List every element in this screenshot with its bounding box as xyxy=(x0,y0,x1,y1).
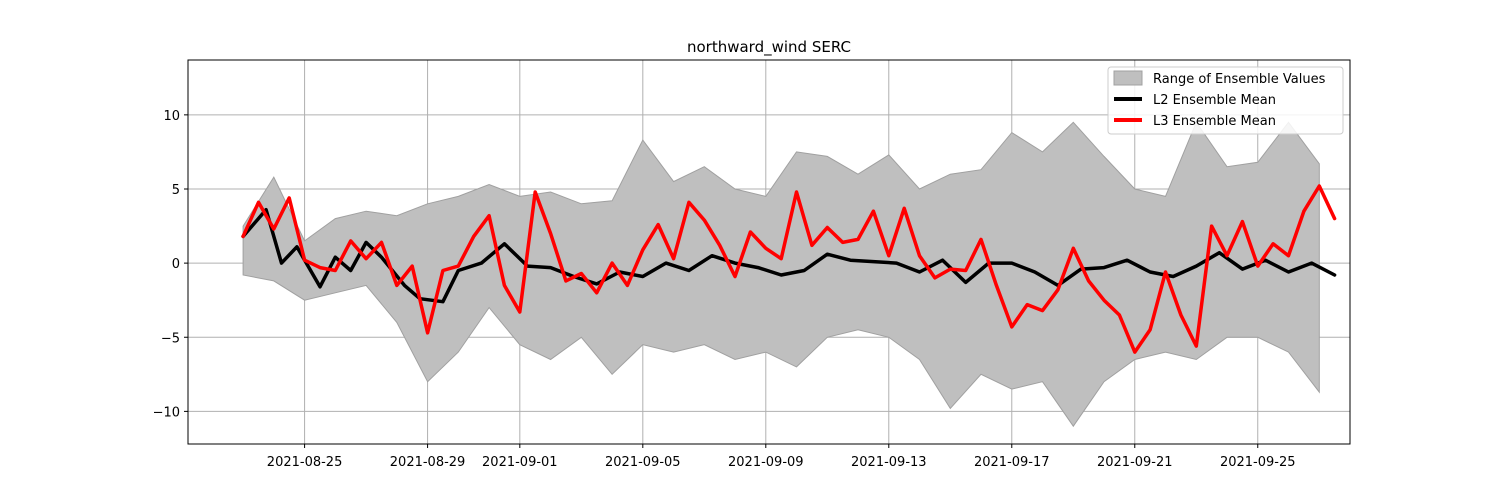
x-tick-label: 2021-09-21 xyxy=(1097,455,1173,470)
y-tick-label: 10 xyxy=(163,109,180,124)
x-tick-label: 2021-09-05 xyxy=(605,455,681,470)
x-axis: 2021-08-25 2021-08-29 2021-09-01 2021-09-05… xyxy=(267,444,1296,470)
x-tick-label: 2021-09-17 xyxy=(974,455,1050,470)
x-tick-label: 2021-09-13 xyxy=(851,455,927,470)
y-axis: −10 −5 0 5 10 xyxy=(153,109,188,420)
legend-swatch-range xyxy=(1113,70,1143,86)
series-lines xyxy=(241,184,1337,354)
x-tick-label: 2021-09-01 xyxy=(482,455,558,470)
l3-ensemble-mean-line xyxy=(241,184,1337,354)
y-tick-label: 5 xyxy=(172,183,180,198)
plot-frame xyxy=(187,59,1351,445)
x-tick-label: 2021-09-25 xyxy=(1220,455,1296,470)
legend-label-l3: L3 Ensemble Mean xyxy=(1153,114,1276,129)
legend-label-range: Range of Ensemble Values xyxy=(1153,72,1326,87)
x-tick-label: 2021-08-29 xyxy=(390,455,466,470)
chart-title: northward_wind SERC xyxy=(687,38,851,57)
legend: Range of Ensemble Values L2 Ensemble Mea… xyxy=(1107,66,1344,135)
x-tick-label: 2021-09-09 xyxy=(728,455,804,470)
legend-label-l2: L2 Ensemble Mean xyxy=(1153,93,1276,108)
legend-box xyxy=(1107,66,1344,135)
y-tick-label: −5 xyxy=(161,331,180,346)
x-tick-label: 2021-08-25 xyxy=(267,455,343,470)
y-tick-label: −10 xyxy=(153,405,180,420)
y-tick-label: 0 xyxy=(172,257,180,272)
